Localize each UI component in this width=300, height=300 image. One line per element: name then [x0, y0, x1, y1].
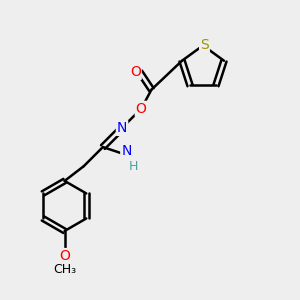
- Text: N: N: [121, 144, 132, 158]
- Text: O: O: [130, 65, 141, 79]
- Text: O: O: [136, 102, 147, 116]
- Text: S: S: [200, 38, 209, 52]
- Text: CH₃: CH₃: [53, 263, 76, 276]
- Text: O: O: [59, 249, 70, 263]
- Text: N: N: [117, 121, 127, 135]
- Text: H: H: [129, 160, 139, 173]
